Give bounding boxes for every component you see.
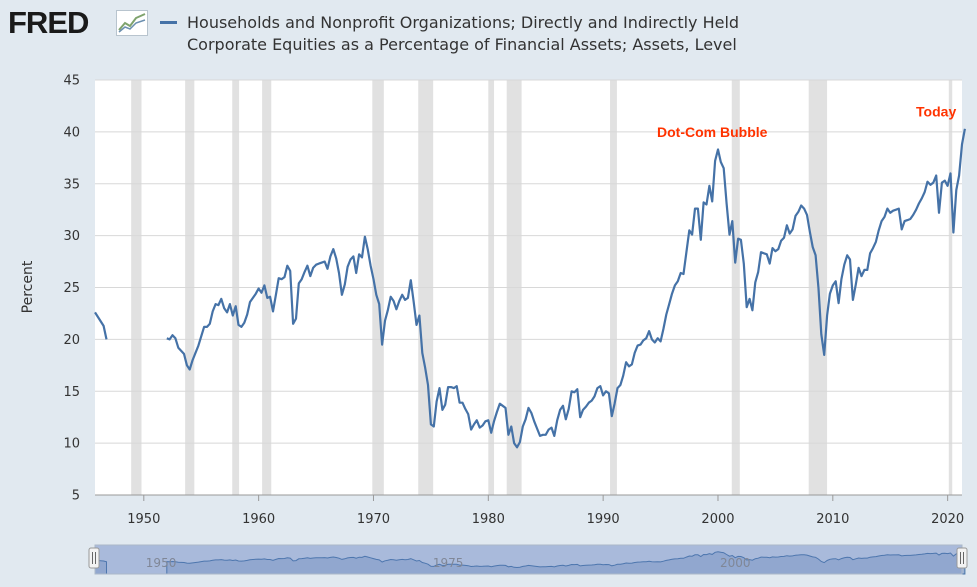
series-line[interactable] [94,128,966,449]
fred-logo[interactable]: FRED [8,5,89,40]
y-tick-label: 45 [63,74,80,89]
y-tick-label: 5 [72,489,80,504]
navigator-label: 2000 [720,556,751,570]
x-tick-label: 1950 [127,512,160,527]
y-tick-label: 35 [63,177,80,192]
y-tick-label: 10 [63,437,80,452]
x-tick-label: 1990 [587,512,620,527]
series-title-line-1: Households and Nonprofit Organizations; … [187,13,740,32]
y-tick-label: 40 [63,125,80,140]
x-tick-label: 2020 [931,512,964,527]
y-tick-label: 30 [63,229,80,244]
annotation-label: Today [916,103,956,119]
navigator-labels: 1950 1975 2000 [146,556,751,570]
series-title: Households and Nonprofit Organizations; … [187,12,887,56]
x-tick-label: 2000 [701,512,734,527]
navigator-left-handle[interactable] [88,547,100,569]
x-axis: 1950 1960 1970 1980 1990 2000 2010 2020 [127,495,964,527]
navigator-label: 1950 [146,556,177,570]
fred-logo-chart-icon [116,10,148,36]
x-tick-label: 1980 [472,512,505,527]
series-title-line-2: Corporate Equities as a Percentage of Fi… [187,35,737,54]
series-line-segment[interactable] [94,311,108,340]
x-tick-label: 2010 [816,512,849,527]
x-tick-label: 1970 [357,512,390,527]
range-navigator[interactable]: 1950 1975 2000 [88,544,968,575]
chart-header: FRED Households and Nonprofit Organizati… [0,0,977,62]
navigator-selection[interactable] [94,544,963,575]
annotations: Dot-Com Bubble Today [657,103,956,140]
y-tick-label: 15 [63,385,80,400]
navigator-label: 1975 [433,556,464,570]
annotation-label: Dot-Com Bubble [657,124,768,140]
y-tick-label: 20 [63,333,80,348]
y-tick-label: 25 [63,281,80,296]
y-axis-title: Percent [20,260,36,313]
x-tick-label: 1960 [242,512,275,527]
y-axis: 5 10 15 20 25 30 35 40 45 [63,74,80,504]
legend-swatch [160,21,177,24]
navigator-right-handle[interactable] [956,547,968,569]
series-line-segment[interactable] [166,128,966,449]
